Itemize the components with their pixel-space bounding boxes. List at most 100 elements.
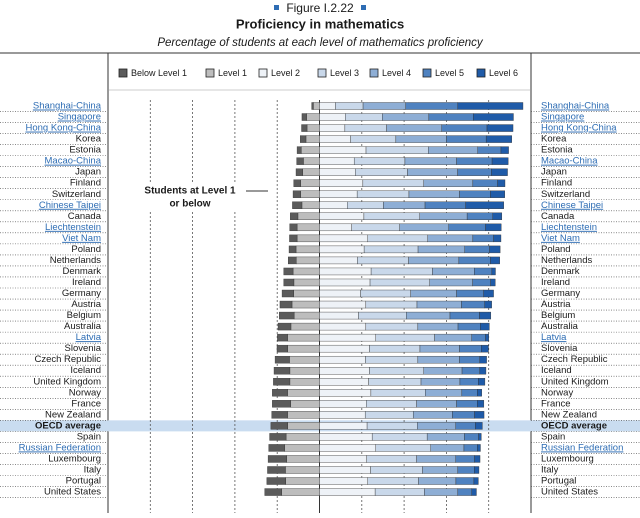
bar-segment <box>291 300 320 309</box>
bar-segment <box>485 135 512 143</box>
bar-segment <box>485 333 489 342</box>
bar-segment <box>369 278 430 287</box>
bar-segment <box>293 289 320 298</box>
bar-segment <box>290 322 320 331</box>
bar-segment <box>296 223 320 232</box>
row-label-left: Japan <box>75 167 101 178</box>
bar-segment <box>319 135 351 143</box>
bar-segment <box>456 289 484 298</box>
legend-label: Level 4 <box>382 68 411 78</box>
bar-segment <box>287 389 320 397</box>
bar-segment <box>357 256 409 265</box>
row-label-right: Italy <box>541 465 559 476</box>
row-label-left: Belgium <box>67 310 101 321</box>
row-label-left: Germany <box>62 288 101 299</box>
bar-segment <box>486 124 514 132</box>
bar-segment <box>455 455 475 463</box>
bar-segment <box>319 102 336 110</box>
bar-segment <box>427 234 474 243</box>
row-label-left: Viet Nam <box>62 233 101 244</box>
bar-segment <box>297 212 320 221</box>
row-label-right: Norway <box>541 387 573 398</box>
bar-segment <box>289 378 320 386</box>
bar-segment <box>448 223 486 232</box>
row-label-right: Czech Republic <box>541 354 608 365</box>
bar-segment <box>464 433 479 441</box>
bar-segment <box>301 201 320 209</box>
bar-segment <box>279 311 295 320</box>
bar-segment <box>300 190 320 198</box>
row-label-right: Latvia <box>541 332 567 343</box>
bar-segment <box>266 477 286 485</box>
bar-segment <box>319 333 376 342</box>
bar-segment <box>281 289 294 298</box>
row-label-right: Ireland <box>541 277 570 288</box>
bar-segment <box>296 256 320 265</box>
bar-segment <box>485 223 502 232</box>
bar-segment <box>374 488 425 496</box>
bar-segment <box>406 311 451 320</box>
row-label-right: Singapore <box>541 112 584 123</box>
bar-segment <box>464 245 490 254</box>
legend-swatch <box>476 68 486 78</box>
row-label-left: Portugal <box>66 476 101 487</box>
bar-segment <box>347 201 384 209</box>
bar-segment <box>319 113 346 121</box>
bar-segment <box>472 179 498 187</box>
bar-segment <box>319 433 373 441</box>
bar-segment <box>366 422 418 430</box>
bar-segment <box>283 278 295 287</box>
row-label-left: United Kingdom <box>33 376 101 387</box>
bar-segment <box>416 300 462 309</box>
bar-segment <box>365 300 418 309</box>
row-label-left: New Zealand <box>45 409 101 420</box>
bar-segment <box>363 212 420 221</box>
bar-segment <box>432 267 475 276</box>
chart-title: Proficiency in mathematics <box>236 16 404 31</box>
bar-segment <box>497 179 506 187</box>
bar-segment <box>458 256 491 265</box>
legend-swatch <box>317 68 327 78</box>
row-label-right: Liechtenstein <box>541 222 597 233</box>
bar-segment <box>472 234 494 243</box>
bar-segment <box>479 355 487 364</box>
bar-segment <box>455 477 475 485</box>
bar-segment <box>319 311 359 320</box>
figure-marker <box>361 5 366 10</box>
bar-segment <box>491 267 496 276</box>
bar-segment <box>319 378 369 386</box>
bar-segment <box>417 355 460 364</box>
legend-label: Level 3 <box>330 68 359 78</box>
row-label-right: Viet Nam <box>541 233 580 244</box>
legend-label: Below Level 1 <box>131 68 187 78</box>
bar-segment <box>418 477 457 485</box>
bar-segment <box>319 179 364 187</box>
bar-segment <box>319 256 358 265</box>
row-label-left: France <box>71 398 101 409</box>
bar-segment <box>293 278 320 287</box>
bar-segment <box>356 190 410 198</box>
bar-segment <box>277 333 288 342</box>
bar-segment <box>319 400 367 408</box>
row-label-right: OECD average <box>541 420 607 431</box>
row-label-left: Finland <box>70 178 101 189</box>
bar-segment <box>395 135 447 143</box>
bar-segment <box>267 455 287 463</box>
bar-segment <box>319 245 365 254</box>
bar-segment <box>410 289 457 298</box>
bar-segment <box>365 146 429 154</box>
row-label-right: Finland <box>541 178 572 189</box>
bar-segment <box>423 179 474 187</box>
bar-segment <box>306 124 320 132</box>
bar-segment <box>288 245 297 254</box>
bar-segment <box>313 102 320 110</box>
bar-segment <box>375 444 431 452</box>
bar-segment <box>295 245 320 254</box>
legend-label: Level 6 <box>489 68 518 78</box>
bar-segment <box>319 201 348 209</box>
bar-segment <box>481 344 489 353</box>
bar-segment <box>493 234 502 243</box>
bar-segment <box>459 378 479 386</box>
bar-segment <box>459 190 491 198</box>
row-label-left: Luxembourg <box>48 453 101 464</box>
